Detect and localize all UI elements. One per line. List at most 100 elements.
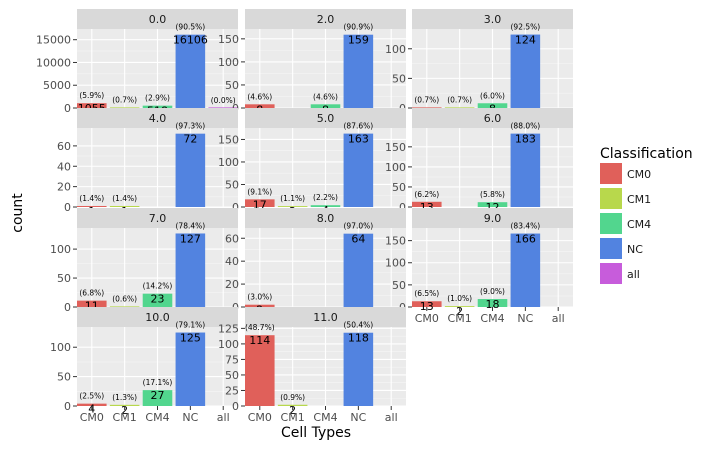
- y-tick-label: 20: [57, 181, 71, 194]
- y-tick-label: 100: [218, 56, 239, 69]
- facet-strip-label: 9.0: [484, 212, 502, 225]
- facet-strip: [77, 9, 238, 29]
- facet-strip: [412, 208, 573, 228]
- bar-percent-label: (1.3%): [112, 393, 137, 402]
- bar-cm0: [77, 205, 107, 207]
- bar-cm1: [109, 306, 140, 307]
- bar-percent-label: (4.6%): [313, 92, 338, 101]
- bar-count-label: 127: [180, 232, 201, 245]
- bar-count-label: 13: [420, 300, 434, 313]
- facet-strip-label: 0.0: [149, 13, 167, 26]
- y-tick-label: 150: [218, 133, 239, 146]
- bar-cm1: [109, 205, 140, 207]
- bar-percent-label: (0.7%): [414, 95, 439, 104]
- x-tick-label: NC: [350, 411, 366, 424]
- bar-count-label: 125: [180, 332, 201, 345]
- facet-strip-label: 10.0: [145, 311, 170, 324]
- bar-percent-label: (9.0%): [480, 287, 505, 296]
- facet-panel: 8.002040602(3.0%)64(97.0%): [225, 208, 406, 317]
- bar-percent-label: (0.0%): [211, 96, 236, 105]
- y-tick-label: 50: [225, 369, 239, 382]
- y-tick-label: 0: [232, 400, 239, 413]
- legend-swatch-cm0: [600, 163, 622, 184]
- bar-percent-label: (2.2%): [313, 193, 338, 202]
- facet-strip: [412, 9, 573, 29]
- bar-nc: [343, 133, 374, 207]
- y-tick-label: 15000: [36, 34, 71, 47]
- bar-percent-label: (1.0%): [447, 294, 472, 303]
- legend-title: Classification: [600, 146, 693, 162]
- bar-percent-label: (5.9%): [79, 91, 104, 100]
- bar-percent-label: (2.5%): [79, 392, 104, 401]
- legend-label: NC: [627, 243, 643, 256]
- bar-cm0: [245, 335, 275, 406]
- bar-percent-label: (1.4%): [112, 194, 137, 203]
- bar-all: [208, 107, 238, 108]
- bar-count-label: 72: [183, 133, 197, 146]
- bar-count-label: 114: [249, 334, 270, 347]
- bar-percent-label: (50.4%): [344, 321, 374, 330]
- bar-percent-label: (14.2%): [143, 282, 173, 291]
- bar-cm1: [444, 107, 475, 108]
- bar-nc: [343, 34, 374, 108]
- bar-count-label: 2: [121, 404, 128, 417]
- legend-swatch-cm1: [600, 188, 622, 209]
- bar-count-label: 18: [486, 298, 500, 311]
- bar-cm4: [477, 299, 508, 307]
- legend-swatch-cm4: [600, 213, 622, 234]
- facet-strip: [245, 307, 406, 327]
- bar-percent-label: (5.8%): [480, 190, 505, 199]
- y-tick-label: 100: [385, 43, 406, 56]
- legend-label: CM1: [627, 193, 651, 206]
- bar-percent-label: (97.3%): [176, 122, 206, 131]
- y-tick-label: 125: [218, 322, 239, 335]
- bar-cm4: [142, 293, 173, 307]
- facet-strip-label: 6.0: [484, 112, 502, 125]
- facet-strip: [245, 9, 406, 29]
- x-tick-label: all: [552, 312, 565, 325]
- bar-percent-label: (79.1%): [176, 321, 206, 330]
- y-tick-label: 50: [392, 181, 406, 194]
- y-tick-label: 40: [225, 255, 239, 268]
- bar-nc: [510, 133, 541, 207]
- facet-panel: 11.0 0 25 50 75 100 125 114 (48.7%) 2 (0.9%) 118 (50…: [218, 307, 406, 424]
- y-tick-label: 150: [385, 141, 406, 154]
- bar-cm4: [310, 205, 341, 207]
- y-tick-label: 40: [57, 160, 71, 173]
- x-tick-label: CM1: [113, 411, 137, 424]
- bar-percent-label: (17.1%): [143, 378, 173, 387]
- bar-cm1: [277, 404, 308, 406]
- facet-strip: [77, 208, 238, 228]
- bar-percent-label: (6.2%): [414, 190, 439, 199]
- y-tick-label: 10000: [36, 56, 71, 69]
- y-tick-label: 50: [57, 371, 71, 384]
- bar-percent-label: (88.0%): [511, 122, 541, 131]
- y-tick-label: 100: [50, 243, 71, 256]
- y-tick-label: 50: [225, 178, 239, 191]
- y-tick-label: 150: [218, 33, 239, 46]
- bar-cm0: [412, 201, 442, 207]
- x-tick-label: NC: [517, 312, 533, 325]
- bar-percent-label: (9.1%): [247, 187, 272, 196]
- bar-percent-label: (1.4%): [79, 194, 104, 203]
- y-tick-label: 100: [385, 257, 406, 270]
- y-tick-label: 60: [225, 232, 239, 245]
- bar-cm1: [444, 306, 475, 307]
- bar-count-label: 2: [289, 404, 296, 417]
- facet-panel: 7.005010011(6.8%)1(0.6%)23(14.2%)127(78.…: [50, 208, 238, 318]
- bar-nc: [510, 34, 541, 108]
- bar-count-label: 64: [351, 233, 365, 246]
- facet-strip: [245, 208, 406, 228]
- y-tick-label: 5000: [43, 79, 71, 92]
- facet-strip-label: 4.0: [149, 112, 167, 125]
- bar-percent-label: (6.0%): [480, 91, 505, 100]
- bar-cm1: [109, 404, 140, 406]
- y-tick-label: 0: [64, 301, 71, 314]
- bar-count-label: 23: [151, 293, 165, 306]
- x-tick-label: CM0: [248, 411, 272, 424]
- y-axis-title: count: [10, 193, 26, 233]
- bar-count-label: 2: [456, 305, 463, 318]
- facet-panel: 5.005010015017(9.1%)2(1.1%)4(2.2%)163(87…: [218, 108, 406, 218]
- legend-label: CM4: [627, 218, 651, 231]
